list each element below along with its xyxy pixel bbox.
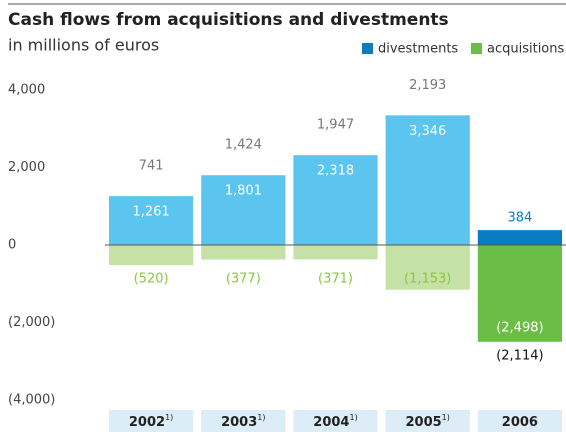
chart-subtitle: in millions of euros: [8, 36, 159, 55]
x-tick-label: 20021): [129, 413, 173, 430]
bar: [477, 230, 562, 245]
bar: [109, 196, 194, 245]
y-tick-label: 0: [8, 238, 16, 253]
value-label: (520): [134, 272, 169, 287]
value-label: (371): [318, 272, 353, 287]
y-tick-label: 4,000: [8, 83, 45, 98]
net-label: 2,193: [409, 78, 446, 93]
category-box: [109, 410, 194, 432]
bar: [201, 175, 286, 245]
value-label: 3,346: [409, 124, 446, 139]
value-label: 384: [507, 211, 532, 226]
category-note: 1): [165, 413, 173, 422]
category-year: 2003: [221, 415, 257, 430]
bar: [385, 115, 470, 245]
value-label: 2,318: [317, 164, 354, 179]
category-year: 2004: [313, 415, 349, 430]
net-label: (2,114): [496, 348, 543, 363]
legend-label: divestments: [378, 42, 458, 57]
x-tick-label: 2006: [502, 415, 538, 430]
bar: [109, 245, 194, 266]
y-tick-label: 2,000: [8, 160, 45, 175]
bar: [293, 155, 378, 245]
net-label: 1,424: [225, 138, 262, 153]
x-tick-label: 20051): [405, 413, 449, 430]
bar: [385, 245, 470, 290]
value-label: 1,261: [132, 205, 169, 220]
value-label: 1,801: [225, 184, 262, 199]
category-box: [477, 410, 562, 432]
category-note: 1): [257, 413, 265, 422]
legend-label: acquisitions: [487, 42, 565, 57]
x-tick-label: 20041): [313, 413, 357, 430]
bar: [293, 245, 378, 260]
value-label: (2,498): [496, 320, 543, 335]
category-note: 1): [349, 413, 357, 422]
chart-title: Cash flows from acquisitions and divestm…: [8, 10, 449, 30]
bar: [201, 245, 286, 260]
y-tick-label: (2,000): [8, 315, 55, 330]
value-label: (377): [226, 272, 261, 287]
category-year: 2006: [502, 415, 538, 430]
value-label: (1,153): [404, 272, 451, 287]
category-year: 2002: [129, 415, 165, 430]
category-box: [385, 410, 470, 432]
category-box: [201, 410, 286, 432]
legend-swatch: [471, 43, 482, 54]
legend-swatch: [362, 43, 373, 54]
category-note: 1): [442, 413, 450, 422]
net-label: 741: [139, 159, 164, 174]
category-box: [293, 410, 378, 432]
bar: [477, 245, 562, 342]
x-tick-label: 20031): [221, 413, 265, 430]
category-year: 2005: [405, 415, 441, 430]
y-tick-label: (4,000): [8, 393, 55, 408]
net-label: 1,947: [317, 118, 354, 133]
